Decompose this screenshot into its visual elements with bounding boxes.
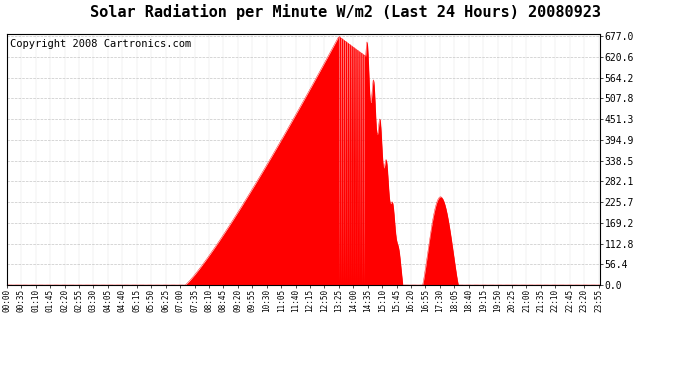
Text: Copyright 2008 Cartronics.com: Copyright 2008 Cartronics.com bbox=[10, 39, 191, 49]
Text: Solar Radiation per Minute W/m2 (Last 24 Hours) 20080923: Solar Radiation per Minute W/m2 (Last 24… bbox=[90, 4, 600, 20]
